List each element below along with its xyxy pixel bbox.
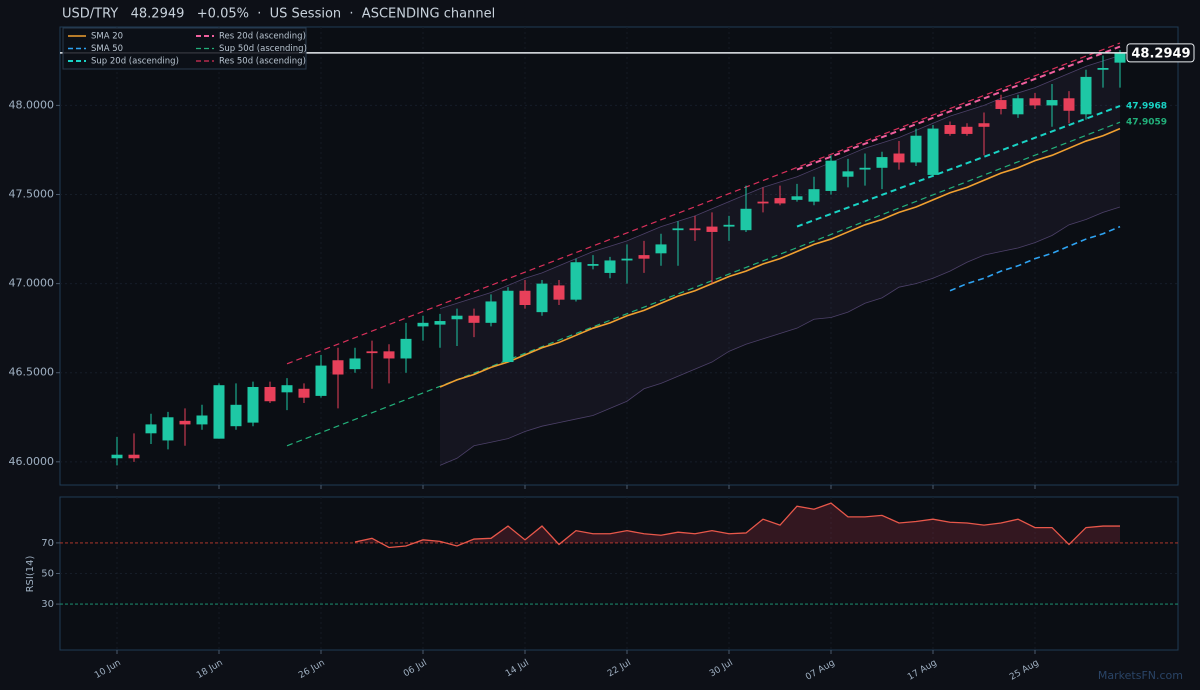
candle-body <box>536 283 548 313</box>
candle-body <box>434 321 446 325</box>
candle-body <box>791 196 803 200</box>
y-tick-label: 70 <box>41 538 54 549</box>
candle-body <box>519 290 531 306</box>
candle-body <box>621 258 633 261</box>
trendline <box>286 121 1121 447</box>
trendline-label: 47.9059 <box>1126 118 1167 128</box>
candle-body <box>230 404 242 427</box>
candle-body <box>128 454 140 459</box>
band-lower <box>439 206 1121 466</box>
band-upper <box>439 55 1121 309</box>
candle-body <box>757 201 769 204</box>
price-pane <box>59 26 1179 486</box>
trendline-label: 47.9968 <box>1126 101 1167 111</box>
candle-body <box>1097 67 1109 70</box>
candle-body <box>502 290 514 363</box>
candle-body <box>468 315 480 323</box>
candle-body <box>1080 76 1092 115</box>
candle-body <box>179 420 191 425</box>
y-tick-label: 30 <box>41 599 54 610</box>
candle-body <box>1114 52 1126 63</box>
candle-body <box>1046 100 1058 106</box>
candle-body <box>213 385 225 439</box>
candle-body <box>689 228 701 231</box>
candle-body <box>247 386 259 423</box>
candle-body <box>281 385 293 393</box>
legend-label: Res 50d (ascending) <box>219 57 306 67</box>
overlay-line <box>949 225 1121 292</box>
candle-body <box>944 125 956 134</box>
candle-body <box>162 417 174 441</box>
candle-body <box>774 198 786 204</box>
y-tick-label: 46.5000 <box>9 366 55 379</box>
rsi-line <box>354 502 1120 549</box>
band-fill <box>440 55 1120 466</box>
legend-label: SMA 20 <box>91 32 123 42</box>
candle-body <box>825 160 837 191</box>
rsi-axis-label: RSI(14) <box>25 556 36 593</box>
candle-body <box>655 244 667 254</box>
candle-body <box>672 228 684 231</box>
candle-body <box>315 365 327 396</box>
candle-body <box>196 415 208 425</box>
candle-body <box>145 424 157 434</box>
y-tick-label: 47.0000 <box>9 277 55 290</box>
candle-body <box>553 285 565 300</box>
candle-body <box>706 226 718 232</box>
chart-title: USD/TRY 48.2949 +0.05% · US Session · AS… <box>62 7 495 22</box>
candle-body <box>723 224 735 227</box>
legend-label: Res 20d (ascending) <box>219 32 306 42</box>
candle-body <box>893 153 905 163</box>
candle-body <box>587 264 599 266</box>
candle-body <box>638 255 650 259</box>
y-tick-label: 46.0000 <box>9 455 55 468</box>
trendline <box>286 42 1121 365</box>
legend-label: SMA 50 <box>91 44 123 54</box>
y-tick-label: 48.0000 <box>9 98 55 111</box>
candle-body <box>910 135 922 163</box>
candle-body <box>808 189 820 202</box>
candle-body <box>604 260 616 273</box>
candle-body <box>859 167 871 170</box>
candle-body <box>298 388 310 398</box>
candle-body <box>349 358 361 370</box>
legend-label: Sup 20d (ascending) <box>91 57 179 67</box>
candle-body <box>740 208 752 231</box>
legend <box>62 27 307 70</box>
candle-body <box>417 322 429 327</box>
candle-body <box>961 126 973 134</box>
candle-body <box>995 100 1007 109</box>
candle-body <box>978 123 990 127</box>
candle-body <box>400 338 412 359</box>
trendline <box>796 45 1121 171</box>
trendline <box>796 105 1121 228</box>
y-tick-label: 47.5000 <box>9 188 55 201</box>
candle-body <box>1012 98 1024 115</box>
watermark: MarketsFN.com <box>1098 669 1183 682</box>
candle-body <box>451 315 463 320</box>
candle-body <box>1029 98 1041 106</box>
candle-body <box>264 386 276 402</box>
candle-body <box>876 157 888 168</box>
candle-body <box>111 454 123 459</box>
candle-body <box>485 301 497 323</box>
candle-body <box>1063 98 1075 111</box>
price-tag <box>1126 43 1195 63</box>
candle-body <box>570 262 582 300</box>
candle-body <box>842 171 854 177</box>
y-tick-label: 50 <box>41 569 54 580</box>
candle-body <box>927 128 939 175</box>
candle-body <box>383 351 395 359</box>
candle-body <box>332 360 344 375</box>
candle-body <box>366 351 378 354</box>
price-tag-label: 48.2949 <box>1131 46 1190 61</box>
rsi-fill <box>355 503 1120 543</box>
legend-label: Sup 50d (ascending) <box>219 44 307 54</box>
overlay-line <box>439 127 1121 388</box>
